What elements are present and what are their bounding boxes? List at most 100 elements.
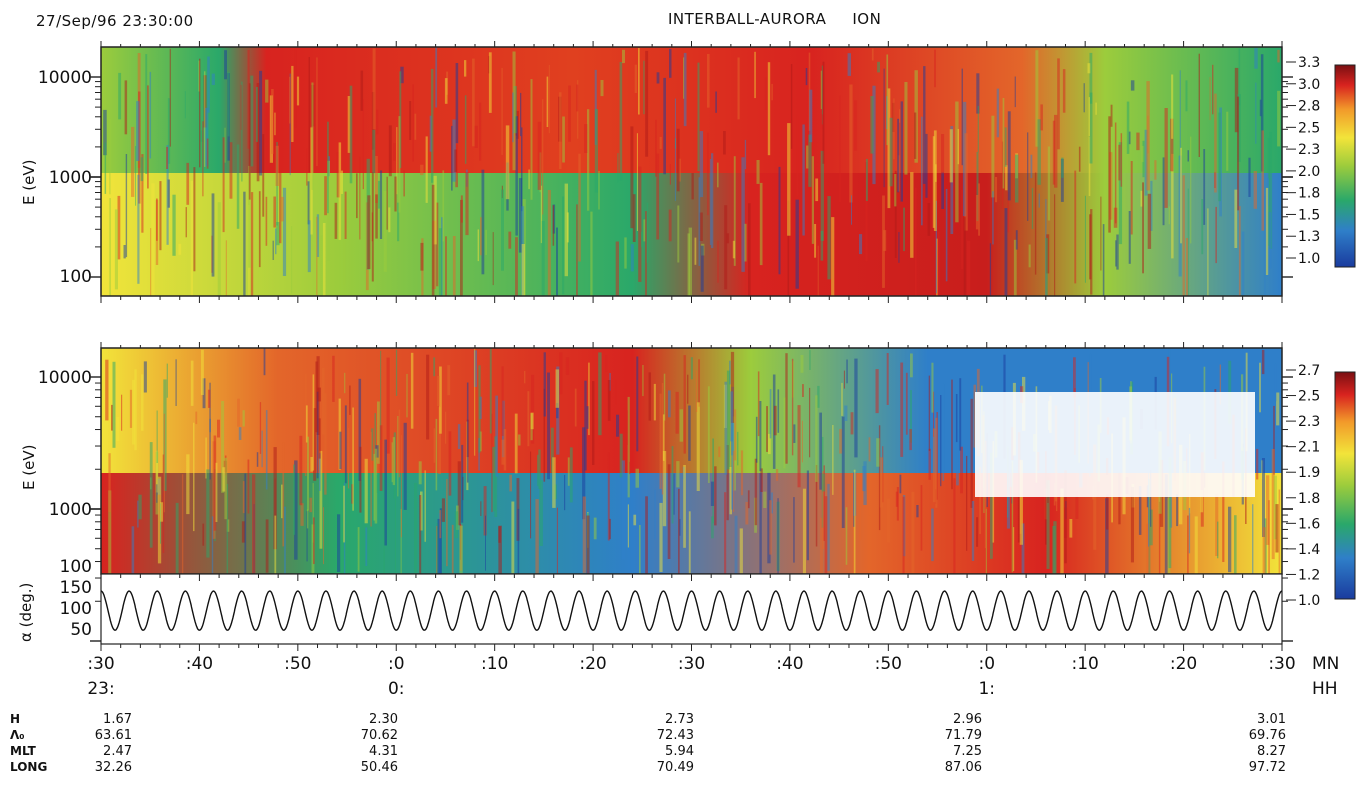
spectrogram-streak: [976, 152, 979, 222]
spectrogram-streak: [436, 202, 439, 287]
spectrogram-streak: [452, 236, 456, 296]
spectrogram-streak: [790, 64, 793, 149]
lower-spectrogram-texture: [105, 348, 1281, 574]
instrument-name: ION: [852, 10, 882, 28]
spectrogram-streak: [339, 431, 342, 470]
spectrogram-streak: [383, 479, 385, 574]
spectrogram-streak: [586, 406, 589, 429]
spectrogram-streak: [1219, 364, 1221, 405]
spectrogram-streak: [916, 505, 919, 518]
spectrogram-streak: [359, 446, 362, 513]
spectrogram-streak: [238, 427, 242, 440]
spectrogram-streak: [821, 473, 826, 492]
spectrogram-streak: [376, 109, 379, 135]
spectrogram-streak: [928, 375, 931, 451]
ephemeris-value: 5.94: [665, 744, 694, 759]
spectrogram-streak: [1028, 244, 1031, 268]
spectrogram-streak: [202, 523, 205, 546]
spectrogram-streak: [166, 146, 168, 169]
spectrogram-streak: [207, 389, 211, 408]
colorbar-tick-label: 1.8: [1298, 491, 1320, 507]
spectrogram-streak: [132, 379, 136, 445]
spectrogram-streak: [425, 136, 428, 203]
spectrogram-streak: [809, 350, 811, 370]
spectrogram-streak: [815, 465, 818, 547]
spectrogram-streak: [521, 127, 523, 212]
spectrogram-streak: [175, 359, 177, 406]
spectrogram-streak: [590, 211, 593, 296]
ephemeris-value: 1.67: [103, 712, 132, 727]
spectrogram-streak: [977, 105, 979, 153]
colorbar-tick-label: 1.0: [1298, 593, 1320, 609]
spectrogram-streak: [802, 384, 804, 397]
spectrogram-streak: [160, 502, 164, 522]
spectrogram-streak: [1015, 230, 1018, 250]
spectrogram-streak: [817, 385, 820, 408]
spectrogram-streak: [524, 370, 526, 384]
spectrogram-streak: [894, 170, 897, 258]
mission-name: INTERBALL-AURORA: [668, 10, 827, 28]
ephemeris-value: 32.26: [94, 760, 132, 775]
mn-label: MN: [1312, 654, 1339, 674]
spectrogram-streak: [991, 115, 995, 198]
time-tick-label: :0: [978, 654, 995, 674]
spectrogram-streak: [970, 398, 973, 508]
spectrogram-streak: [801, 420, 803, 463]
spectrogram-streak: [1226, 111, 1229, 171]
spectrogram-streak: [279, 167, 282, 244]
spectrogram-streak: [847, 53, 851, 76]
spectrogram-streak: [261, 430, 263, 468]
spectrogram-streak: [256, 83, 260, 182]
spectrogram-streak: [851, 195, 852, 225]
spectrogram-streak: [414, 482, 418, 574]
spectrogram-streak: [883, 68, 885, 188]
ephemeris-value: 87.06: [944, 760, 982, 775]
spectrogram-streak: [584, 380, 587, 471]
spectrogram-streak: [1108, 116, 1111, 233]
colorbar-tick-label: 1.9: [1298, 465, 1320, 481]
spectrogram-streak: [675, 391, 679, 434]
spectrogram-streak: [1110, 104, 1113, 127]
spectrogram-streak: [426, 354, 430, 440]
spectrogram-streak: [123, 245, 126, 259]
spectrogram-streak: [543, 352, 546, 417]
spectrogram-streak: [767, 472, 771, 564]
ephemeris-value: 2.47: [103, 744, 132, 759]
spectrogram-streak: [975, 195, 979, 230]
spectrogram-streak: [831, 217, 835, 296]
spectrogram-streak: [820, 150, 824, 241]
spectrogram-streak: [306, 511, 308, 562]
spectrogram-streak: [662, 414, 665, 461]
spectrogram-streak: [322, 223, 326, 296]
spectrogram-streak: [445, 411, 447, 444]
spectrogram-streak: [372, 48, 376, 130]
spectrogram-streak: [365, 527, 368, 566]
spectrogram-streak: [726, 370, 730, 470]
spectrogram-streak: [320, 235, 323, 296]
spectrogram-streak: [530, 79, 533, 200]
spectrogram-streak: [1073, 357, 1076, 398]
spectrogram-streak: [380, 350, 382, 440]
spectrogram-streak: [241, 81, 243, 182]
spectrogram-streak: [627, 396, 630, 498]
spectrogram-streak: [383, 190, 387, 272]
spectrogram-streak: [448, 431, 452, 496]
spectrogram-streak: [185, 207, 187, 238]
spectrogram-streak: [166, 363, 168, 398]
spectrogram-streak: [169, 48, 171, 147]
spectrogram-streak: [217, 202, 221, 296]
spectrogram-streak: [429, 115, 432, 152]
spectrogram-streak: [304, 374, 307, 476]
spectrogram-streak: [744, 139, 747, 170]
time-tick-label: :50: [284, 654, 311, 674]
spectrogram-streak: [1214, 93, 1217, 193]
spectrogram-streak: [1136, 132, 1140, 151]
spectrogram-streak: [207, 56, 210, 113]
spectrogram-streak: [479, 102, 482, 161]
spectrogram-streak: [530, 451, 532, 539]
spectrogram-streak: [211, 73, 215, 85]
spectrogram-streak: [927, 203, 931, 236]
spectrogram-streak: [683, 52, 687, 127]
spectrogram-streak: [352, 407, 354, 511]
spectrogram-streak: [300, 503, 304, 526]
